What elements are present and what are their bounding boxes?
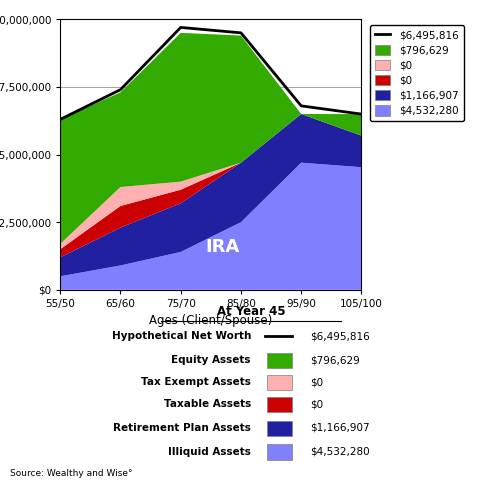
Text: At Year 45: At Year 45 bbox=[216, 305, 285, 318]
Text: Source: Wealthy and Wise°: Source: Wealthy and Wise° bbox=[10, 469, 132, 478]
Text: $6,495,816: $6,495,816 bbox=[309, 331, 369, 341]
Text: $0: $0 bbox=[309, 399, 322, 409]
X-axis label: Ages (Client/Spouse): Ages (Client/Spouse) bbox=[149, 314, 272, 327]
Text: Equity Assets: Equity Assets bbox=[171, 355, 250, 365]
FancyBboxPatch shape bbox=[267, 397, 291, 412]
Legend: $6,495,816, $796,629, $0, $0, $1,166,907, $4,532,280: $6,495,816, $796,629, $0, $0, $1,166,907… bbox=[369, 25, 463, 121]
Text: Illiquid Assets: Illiquid Assets bbox=[168, 447, 250, 457]
Text: Retirement Plan Assets: Retirement Plan Assets bbox=[113, 423, 250, 433]
FancyBboxPatch shape bbox=[267, 353, 291, 368]
Text: Hypothetical Net Worth: Hypothetical Net Worth bbox=[111, 331, 251, 341]
Text: $4,532,280: $4,532,280 bbox=[309, 447, 369, 457]
Text: $796,629: $796,629 bbox=[309, 355, 359, 365]
Text: Taxable Assets: Taxable Assets bbox=[163, 399, 250, 409]
FancyBboxPatch shape bbox=[267, 421, 291, 436]
Text: $1,166,907: $1,166,907 bbox=[309, 423, 369, 433]
Text: Tax Exempt Assets: Tax Exempt Assets bbox=[141, 377, 250, 387]
FancyBboxPatch shape bbox=[267, 444, 291, 460]
Text: IRA: IRA bbox=[205, 238, 239, 256]
FancyBboxPatch shape bbox=[267, 375, 291, 390]
Text: $0: $0 bbox=[309, 377, 322, 387]
